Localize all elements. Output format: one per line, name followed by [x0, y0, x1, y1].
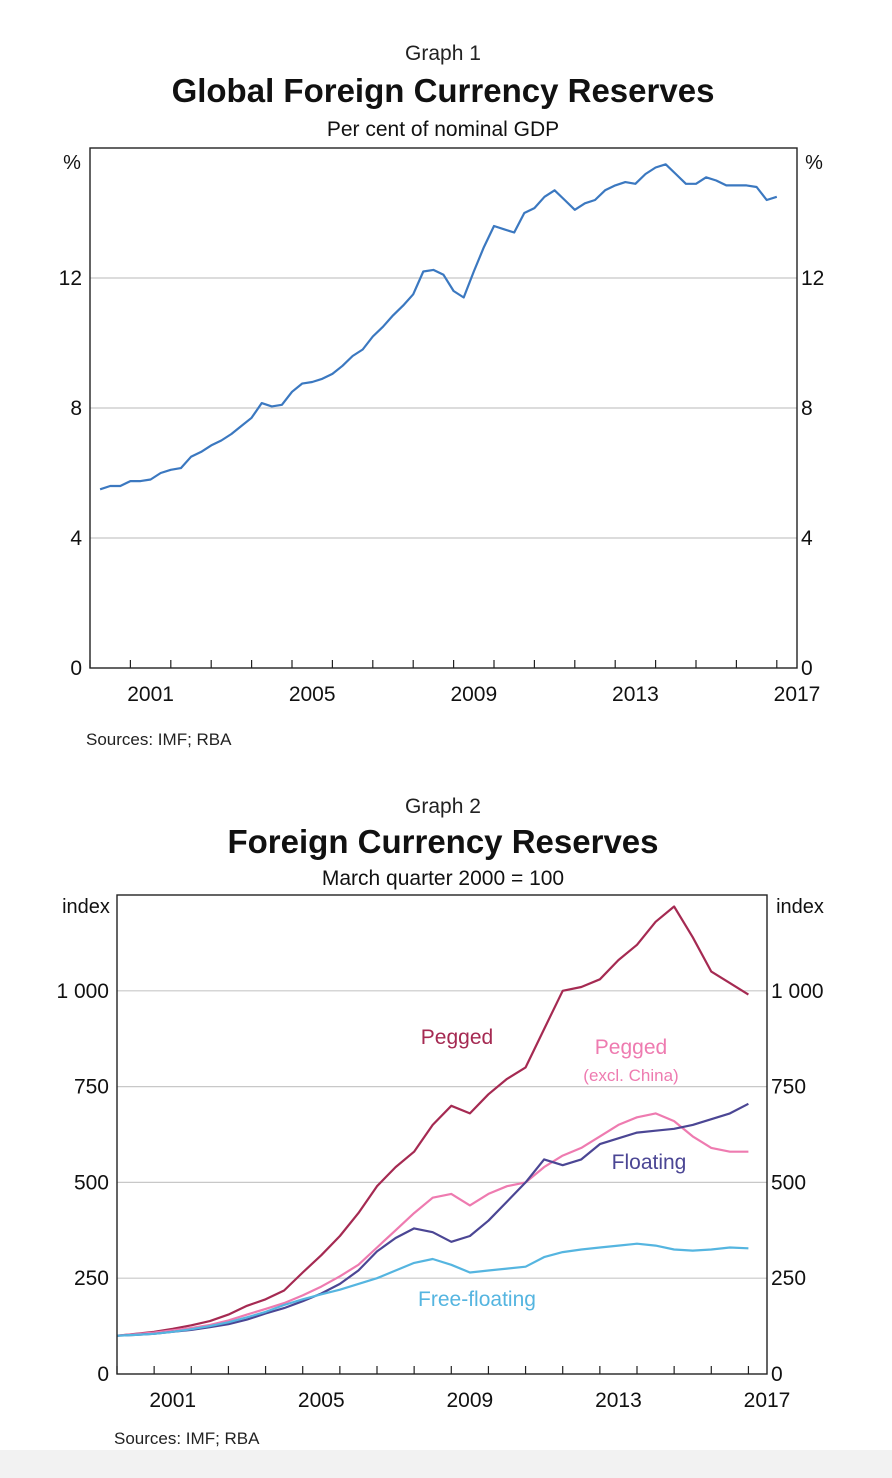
graph1-ytick-left: 0: [70, 657, 82, 680]
graph2-xtick-label: 2013: [595, 1389, 642, 1412]
graph2-right-unit: index: [776, 896, 824, 918]
graph1-number: Graph 1: [405, 42, 481, 65]
graph1-frame: [89, 147, 798, 669]
graph2-frame: [116, 894, 768, 1375]
graph2-source: Sources: IMF; RBA: [114, 1429, 260, 1448]
graph1-series-line: [99, 163, 778, 491]
graph1-xtick-label: 2013: [612, 683, 659, 706]
graph1-source: Sources: IMF; RBA: [86, 730, 232, 749]
graph2-number: Graph 2: [405, 795, 481, 818]
graph2-ytick-right: 750: [771, 1076, 806, 1099]
series-label-pegged-excl-china: Pegged: [595, 1036, 667, 1059]
series-label-free-floating: Free-floating: [418, 1288, 536, 1311]
graph1-plot: 0 0 4 4 8 8 12 12 2001 2005 2009 2013 2017: [59, 147, 824, 706]
graph2-ytick-right: 0: [771, 1363, 783, 1386]
graph2-xtick-label: 2009: [446, 1389, 493, 1412]
graph1-xtick-label: 2009: [450, 683, 497, 706]
graph2-ytick-left: 750: [74, 1076, 109, 1099]
graph1-subtitle: Per cent of nominal GDP: [327, 118, 559, 141]
graph1-xtick-label: 2005: [289, 683, 336, 706]
graph2-series-pegged: [116, 905, 749, 1337]
graph1-ytick-right: 4: [801, 527, 813, 550]
graph1-ytick-right: 12: [801, 267, 824, 290]
graph2-ytick-left: 250: [74, 1267, 109, 1290]
graph2-left-unit: index: [62, 896, 110, 918]
graph2-xtick-label: 2001: [149, 1389, 196, 1412]
series-label-pegged-excl-china-note: (excl. China): [583, 1066, 678, 1085]
graph1-ytick-left: 4: [70, 527, 82, 550]
graph2-title: Foreign Currency Reserves: [227, 823, 658, 860]
graph2-xtick-label: 2005: [298, 1389, 345, 1412]
graph1-ytick-right: 0: [801, 657, 813, 680]
graph2-ytick-left: 1 000: [56, 980, 109, 1003]
graph2-ytick-left: 0: [97, 1363, 109, 1386]
graph2-ytick-right: 500: [771, 1171, 806, 1194]
graph2-series-floating: [116, 1102, 749, 1337]
graph2-xtick-label: 2017: [744, 1389, 791, 1412]
graph1-xtick-label: 2001: [127, 683, 174, 706]
graph1-title: Global Foreign Currency Reserves: [172, 72, 715, 109]
graph2-ytick-right: 1 000: [771, 980, 824, 1003]
series-label-floating: Floating: [612, 1151, 687, 1174]
graph1-ytick-left: 12: [59, 267, 82, 290]
series-label-pegged: Pegged: [421, 1026, 493, 1049]
graph2-plot: 0 0 250 250 500 500 750 750 1 000 1 000 2001 2005 20…: [56, 894, 824, 1412]
graph1-ytick-left: 8: [70, 397, 82, 420]
graph2-ytick-right: 250: [771, 1267, 806, 1290]
graph1-ytick-right: 8: [801, 397, 813, 420]
page-footer-strip: [0, 1450, 892, 1478]
graph1-right-unit: %: [805, 152, 823, 174]
graph2-ytick-left: 500: [74, 1171, 109, 1194]
graph1-xtick-label: 2017: [774, 683, 821, 706]
graph1-left-unit: %: [63, 152, 81, 174]
graph2-series-free-floating: [116, 1242, 749, 1337]
graph2-subtitle: March quarter 2000 = 100: [322, 867, 564, 890]
graph2-series-pegged-excl-china: [116, 1112, 749, 1337]
